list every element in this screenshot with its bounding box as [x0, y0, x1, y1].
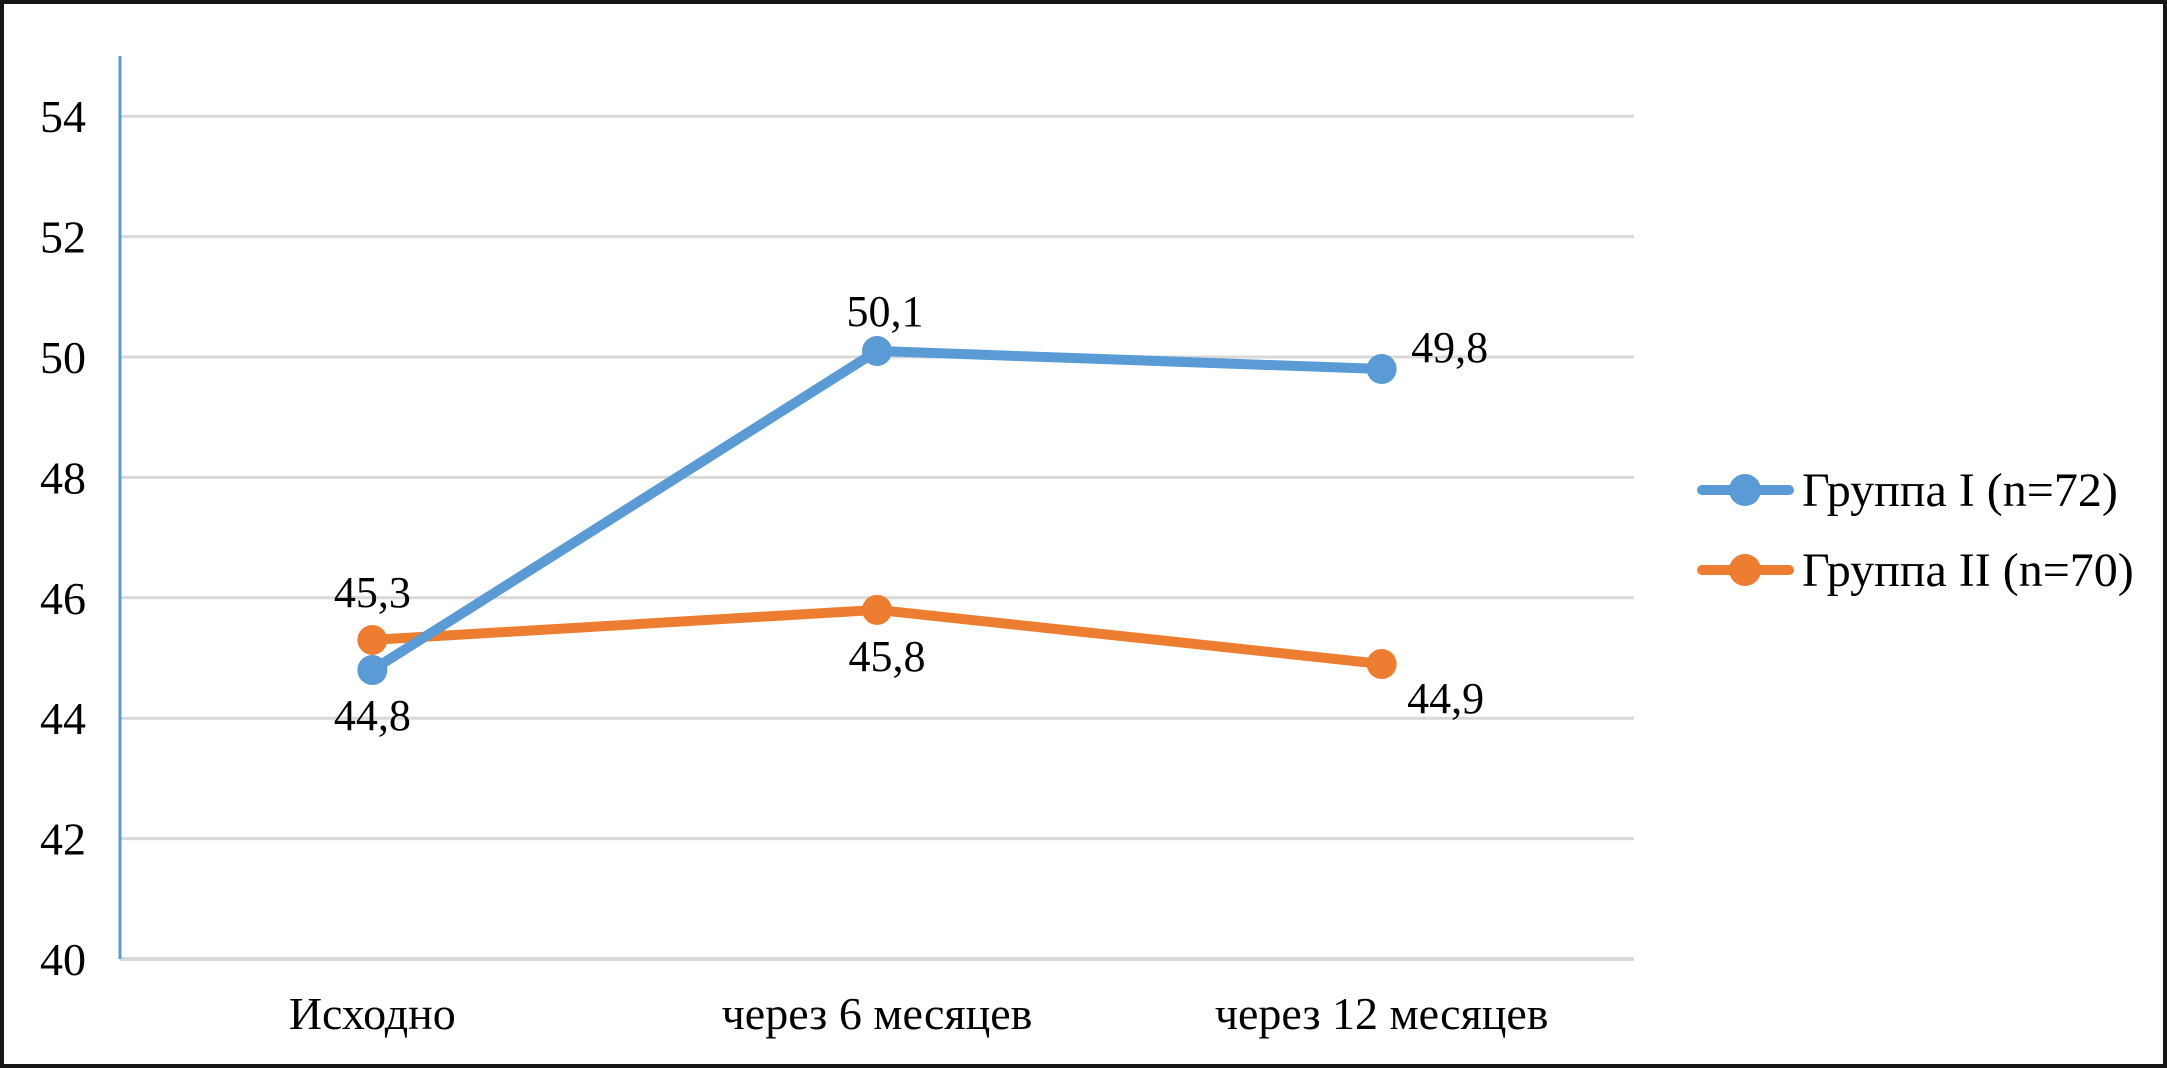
data-label: 49,8	[1411, 323, 1488, 372]
y-tick-label: 54	[40, 91, 86, 142]
data-label: 50,1	[847, 287, 924, 336]
y-tick-label: 50	[40, 332, 86, 383]
series-marker-icon	[1697, 472, 1794, 508]
legend-dot-icon	[1729, 474, 1761, 506]
x-category-label: через 12 месяцев	[1215, 988, 1549, 1039]
line-chart: 40 42 44 46 48 50 52 54 Исходно через 6 месяцев че…	[40, 56, 1634, 1039]
y-tick-label: 42	[40, 814, 86, 865]
y-tick-label: 52	[40, 212, 86, 263]
data-label: 45,3	[334, 568, 411, 617]
y-tick-label: 44	[40, 693, 86, 744]
data-point-marker	[862, 594, 892, 625]
data-point-marker	[1366, 649, 1397, 680]
data-label: 45,8	[849, 632, 926, 681]
legend-label: Группа II (n=70)	[1802, 543, 2134, 597]
data-point-marker	[1366, 354, 1397, 385]
data-point-marker	[357, 624, 388, 655]
x-category-label: Исходно	[289, 988, 456, 1039]
data-label: 44,8	[334, 691, 411, 740]
y-tick-label: 48	[40, 452, 86, 503]
y-tick-label: 46	[40, 573, 86, 624]
legend-label: Группа I (n=72)	[1802, 463, 2118, 517]
data-point-marker	[862, 335, 892, 366]
y-tick-label: 40	[40, 934, 86, 985]
series-marker-icon	[1697, 552, 1794, 588]
legend: Группа I (n=72) Группа II (n=70)	[1697, 463, 2134, 597]
legend-item: Группа I (n=72)	[1697, 463, 2134, 517]
legend-item: Группа II (n=70)	[1697, 543, 2134, 597]
data-label: 44,9	[1407, 674, 1484, 723]
x-category-label: через 6 месяцев	[722, 988, 1033, 1039]
data-point-marker	[357, 655, 388, 686]
legend-dot-icon	[1729, 554, 1761, 586]
